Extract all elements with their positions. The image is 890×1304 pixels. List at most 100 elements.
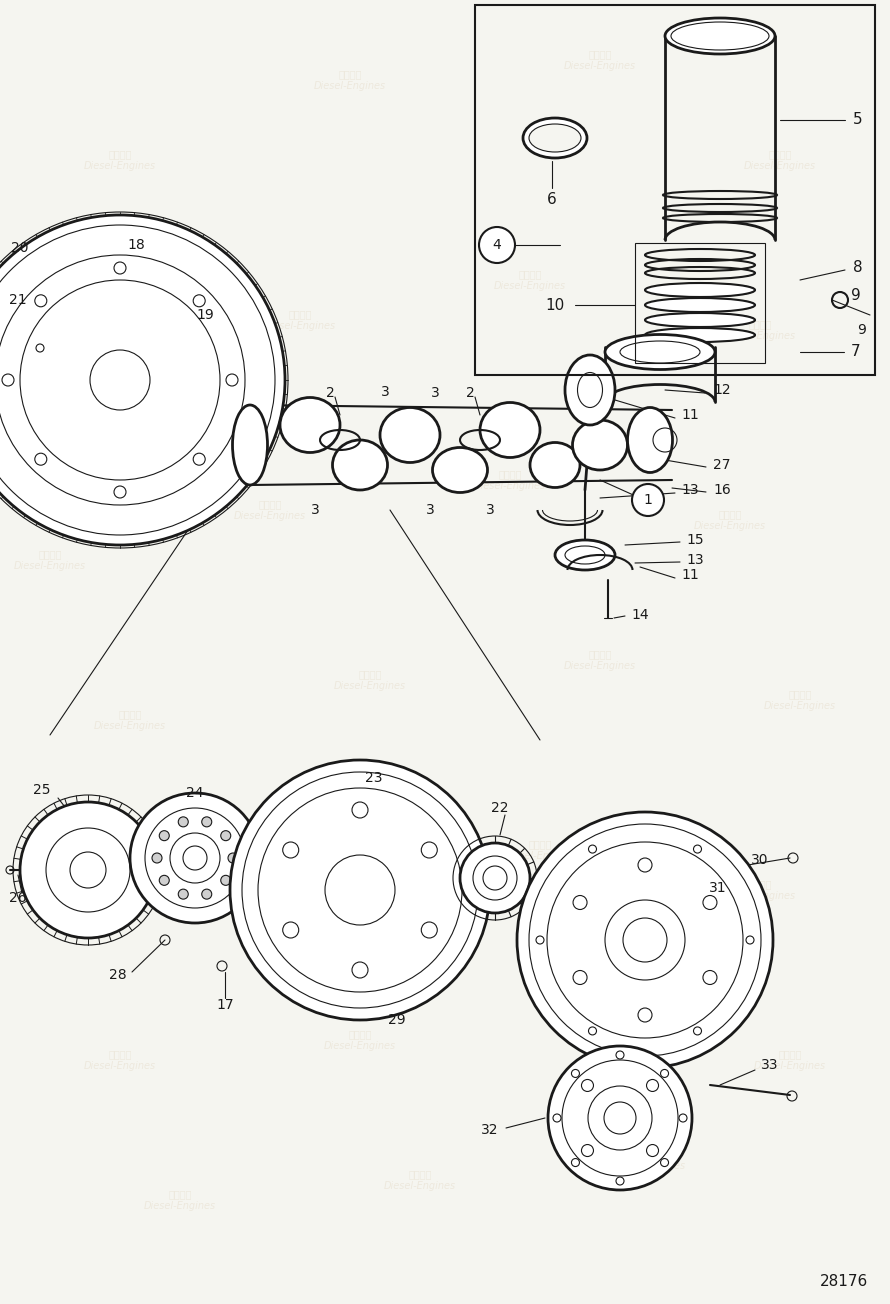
Ellipse shape [645,299,755,312]
Text: 紫发动力
Diesel-Engines: 紫发动力 Diesel-Engines [84,149,156,171]
Circle shape [178,816,189,827]
Text: 33: 33 [761,1058,779,1072]
Circle shape [0,215,285,545]
Text: 11: 11 [681,408,699,422]
Text: 紫发动力
Diesel-Engines: 紫发动力 Diesel-Engines [564,649,636,670]
Text: 紫发动力
Diesel-Engines: 紫发动力 Diesel-Engines [44,369,116,391]
Text: 紫发动力
Diesel-Engines: 紫发动力 Diesel-Engines [234,499,306,520]
Bar [475,5,875,376]
Bar [635,243,765,363]
Text: 2: 2 [465,386,474,400]
Ellipse shape [232,406,268,485]
Circle shape [479,227,515,263]
Text: 8: 8 [854,261,862,275]
Text: 紫发动力
Diesel-Engines: 紫发动力 Diesel-Engines [494,269,566,291]
Text: 紫发动力
Diesel-Engines: 紫发动力 Diesel-Engines [554,1009,626,1030]
Text: 9: 9 [858,323,867,336]
Ellipse shape [665,18,775,53]
Text: 25: 25 [33,782,51,797]
Text: 紫发动力
Diesel-Engines: 紫发动力 Diesel-Engines [504,840,576,861]
Text: 紫发动力
Diesel-Engines: 紫发动力 Diesel-Engines [754,1050,826,1071]
Ellipse shape [605,335,715,369]
Text: 3: 3 [381,385,390,399]
Text: 29: 29 [388,1013,406,1028]
Text: 紫发动力
Diesel-Engines: 紫发动力 Diesel-Engines [614,1149,686,1171]
Text: 紫发动力
Diesel-Engines: 紫发动力 Diesel-Engines [264,309,336,331]
Circle shape [20,802,156,938]
Text: 紫发动力
Diesel-Engines: 紫发动力 Diesel-Engines [314,69,386,91]
Text: 紫发动力
Diesel-Engines: 紫发动力 Diesel-Engines [94,709,166,730]
Text: 1: 1 [643,493,652,507]
Text: 紫发动力
Diesel-Engines: 紫发动力 Diesel-Engines [84,1050,156,1071]
Circle shape [460,842,530,913]
Text: 紫发动力
Diesel-Engines: 紫发动力 Diesel-Engines [764,690,836,711]
Ellipse shape [529,124,581,153]
Text: 23: 23 [365,771,383,785]
Text: 4: 4 [493,239,501,252]
Text: 20: 20 [12,241,28,256]
Text: 6: 6 [547,193,557,207]
Text: 紫发动力
Diesel-Engines: 紫发动力 Diesel-Engines [324,1029,396,1051]
Text: 16: 16 [713,482,731,497]
Ellipse shape [333,439,387,490]
Ellipse shape [645,283,755,297]
Circle shape [202,889,212,900]
Text: 24: 24 [186,786,204,799]
Circle shape [178,889,189,900]
Circle shape [221,875,231,885]
Text: 32: 32 [481,1123,498,1137]
Text: 紫发动力
Diesel-Engines: 紫发动力 Diesel-Engines [694,509,766,531]
Ellipse shape [523,117,587,158]
Text: 19: 19 [196,308,214,322]
Text: 15: 15 [686,533,704,546]
Text: 3: 3 [486,503,494,516]
Text: 14: 14 [631,608,649,622]
Text: 31: 31 [709,882,727,895]
Text: 紫发动力
Diesel-Engines: 紫发动力 Diesel-Engines [384,1170,456,1191]
Text: 30: 30 [751,853,769,867]
Text: 3: 3 [431,386,440,400]
Text: 紫发动力
Diesel-Engines: 紫发动力 Diesel-Engines [724,319,796,340]
Text: 11: 11 [681,569,699,582]
Text: 紫发动力
Diesel-Engines: 紫发动力 Diesel-Engines [564,50,636,70]
Text: 紫发动力
Diesel-Engines: 紫发动力 Diesel-Engines [44,889,116,910]
Ellipse shape [280,398,340,452]
Ellipse shape [530,442,580,488]
Circle shape [517,812,773,1068]
Text: 13: 13 [681,482,699,497]
Text: 紫发动力
Diesel-Engines: 紫发动力 Diesel-Engines [474,469,546,490]
Ellipse shape [555,540,615,570]
Text: 10: 10 [546,297,565,313]
Text: 12: 12 [713,383,731,396]
Circle shape [130,793,260,923]
Text: 21: 21 [9,293,27,306]
Text: 3: 3 [425,503,434,516]
Circle shape [548,1046,692,1191]
Text: 28176: 28176 [820,1274,869,1290]
Ellipse shape [380,407,440,463]
Text: 22: 22 [491,801,509,815]
Circle shape [230,760,490,1020]
Ellipse shape [572,420,627,469]
Ellipse shape [565,355,615,425]
Text: 9: 9 [851,288,861,304]
Ellipse shape [627,407,673,472]
Text: 2: 2 [326,386,335,400]
Text: 13: 13 [686,553,704,567]
Text: 7: 7 [851,344,861,360]
Circle shape [221,831,231,841]
Text: 3: 3 [311,503,320,516]
Text: 紫发动力
Diesel-Engines: 紫发动力 Diesel-Engines [724,879,796,901]
Text: 紫发动力
Diesel-Engines: 紫发动力 Diesel-Engines [14,549,86,571]
Text: 5: 5 [854,112,862,128]
Ellipse shape [671,22,769,50]
Ellipse shape [480,403,540,458]
Ellipse shape [645,329,755,342]
Ellipse shape [433,447,488,493]
Circle shape [632,484,664,516]
Text: 27: 27 [713,458,731,472]
Circle shape [202,816,212,827]
Circle shape [152,853,162,863]
Text: 紫发动力
Diesel-Engines: 紫发动力 Diesel-Engines [144,1189,216,1211]
Circle shape [228,853,238,863]
